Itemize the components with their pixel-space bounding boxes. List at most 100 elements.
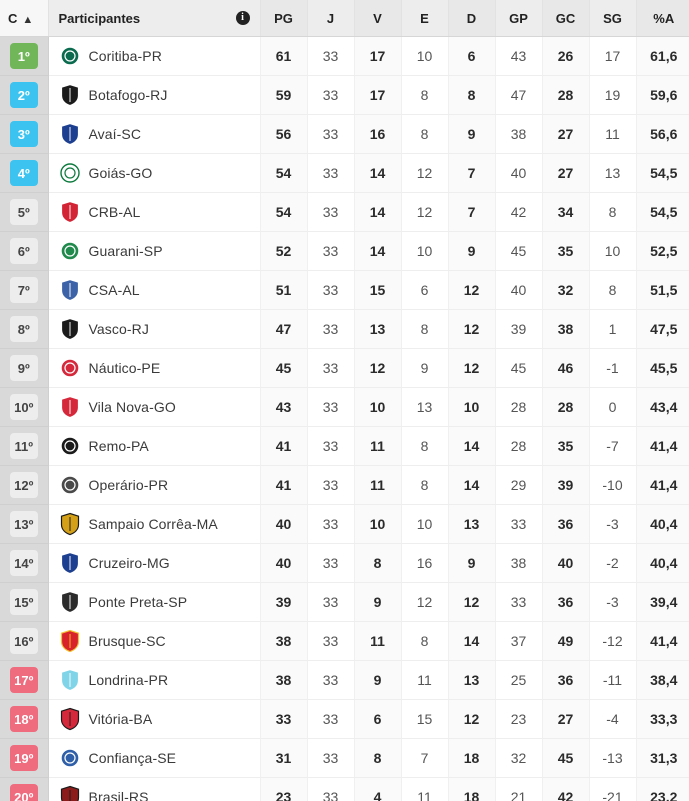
table-row[interactable]: 5º CRB-AL 54 33 14 12 7 42 34 8 54,5 xyxy=(0,192,689,232)
column-header-gc[interactable]: GC xyxy=(542,0,590,37)
table-row[interactable]: 17º Londrina-PR 38 33 9 11 13 25 36 -11 38,4 xyxy=(0,660,689,700)
cell-e: 11 xyxy=(401,660,449,700)
crest-vilanova-icon xyxy=(59,395,81,419)
position-cell: 12º xyxy=(0,465,49,505)
team-cell[interactable]: Vila Nova-GO xyxy=(48,387,261,427)
table-row[interactable]: 14º Cruzeiro-MG 40 33 8 16 9 38 40 -2 40,4 xyxy=(0,543,689,583)
team-cell[interactable]: Sampaio Corrêa-MA xyxy=(48,504,261,544)
position-header-label: C xyxy=(8,10,18,26)
cell-sg: -11 xyxy=(589,660,637,700)
team-cell[interactable]: CRB-AL xyxy=(48,192,261,232)
position-badge: 16º xyxy=(9,628,38,654)
team-cell[interactable]: Coritiba-PR xyxy=(48,36,261,76)
column-header-e[interactable]: E xyxy=(401,0,449,37)
column-header-participants[interactable]: Participantes i xyxy=(48,0,261,37)
team-cell[interactable]: Londrina-PR xyxy=(48,660,261,700)
position-cell: 1º xyxy=(0,36,49,76)
cell-gp: 45 xyxy=(495,231,543,271)
team-cell[interactable]: Brusque-SC xyxy=(48,621,261,661)
table-row[interactable]: 9º Náutico-PE 45 33 12 9 12 45 46 -1 45,5 xyxy=(0,348,689,388)
cell-gp: 47 xyxy=(495,75,543,115)
column-header-j[interactable]: J xyxy=(307,0,355,37)
table-row[interactable]: 4º Goiás-GO 54 33 14 12 7 40 27 13 54,5 xyxy=(0,153,689,193)
cell-gc: 34 xyxy=(542,192,590,232)
cell-gc: 27 xyxy=(542,114,590,154)
sort-ascending-icon[interactable]: ▲ xyxy=(22,13,34,26)
table-row[interactable]: 10º Vila Nova-GO 43 33 10 13 10 28 28 0 43,4 xyxy=(0,387,689,427)
team-name: Cruzeiro-MG xyxy=(88,555,170,571)
team-cell[interactable]: Guarani-SP xyxy=(48,231,261,271)
team-cell[interactable]: Operário-PR xyxy=(48,465,261,505)
cell-j: 33 xyxy=(307,192,355,232)
crest-brusque-icon xyxy=(59,629,81,653)
table-row[interactable]: 12º Operário-PR 41 33 11 8 14 29 39 -10 41,4 xyxy=(0,465,689,505)
team-cell[interactable]: Remo-PA xyxy=(48,426,261,466)
column-header-gp[interactable]: GP xyxy=(495,0,543,37)
cell-gc: 32 xyxy=(542,270,590,310)
crest-vitoria-icon xyxy=(59,707,81,731)
position-badge: 2º xyxy=(9,82,38,108)
table-row[interactable]: 18º Vitória-BA 33 33 6 15 12 23 27 -4 33,3 xyxy=(0,699,689,739)
position-cell: 8º xyxy=(0,309,49,349)
cell-pct: 38,4 xyxy=(636,660,689,700)
cell-v: 11 xyxy=(354,426,402,466)
position-badge: 15º xyxy=(9,589,38,615)
cell-v: 14 xyxy=(354,192,402,232)
cell-gp: 32 xyxy=(495,738,543,778)
position-badge: 12º xyxy=(9,472,38,498)
team-cell[interactable]: Brasil-RS xyxy=(48,777,261,801)
cell-gp: 28 xyxy=(495,387,543,427)
cell-sg: 0 xyxy=(589,387,637,427)
crest-remo-icon xyxy=(59,434,81,458)
table-row[interactable]: 19º Confiança-SE 31 33 8 7 18 32 45 -13 31,3 xyxy=(0,738,689,778)
team-cell[interactable]: Vitória-BA xyxy=(48,699,261,739)
column-header-pg[interactable]: PG xyxy=(260,0,308,37)
team-name: Avaí-SC xyxy=(88,126,142,142)
team-cell[interactable]: CSA-AL xyxy=(48,270,261,310)
team-cell[interactable]: Náutico-PE xyxy=(48,348,261,388)
column-header-position[interactable]: C ▲ xyxy=(0,0,49,37)
team-name: Coritiba-PR xyxy=(88,48,162,64)
table-row[interactable]: 2º Botafogo-RJ 59 33 17 8 8 47 28 19 59,6 xyxy=(0,75,689,115)
cell-d: 18 xyxy=(448,777,496,801)
team-cell[interactable]: Botafogo-RJ xyxy=(48,75,261,115)
cell-e: 9 xyxy=(401,348,449,388)
table-row[interactable]: 16º Brusque-SC 38 33 11 8 14 37 49 -12 41,4 xyxy=(0,621,689,661)
column-header-pct[interactable]: %A xyxy=(636,0,689,37)
table-row[interactable]: 11º Remo-PA 41 33 11 8 14 28 35 -7 41,4 xyxy=(0,426,689,466)
table-row[interactable]: 1º Coritiba-PR 61 33 17 10 6 43 26 17 61,6 xyxy=(0,36,689,76)
cell-pct: 59,6 xyxy=(636,75,689,115)
column-header-sg[interactable]: SG xyxy=(589,0,637,37)
crest-pontepreta-icon xyxy=(59,590,81,614)
team-cell[interactable]: Ponte Preta-SP xyxy=(48,582,261,622)
team-cell[interactable]: Goiás-GO xyxy=(48,153,261,193)
table-row[interactable]: 8º Vasco-RJ 47 33 13 8 12 39 38 1 47,5 xyxy=(0,309,689,349)
position-badge: 9º xyxy=(9,355,38,381)
team-cell[interactable]: Vasco-RJ xyxy=(48,309,261,349)
cell-gc: 36 xyxy=(542,582,590,622)
cell-v: 9 xyxy=(354,582,402,622)
table-row[interactable]: 20º Brasil-RS 23 33 4 11 18 21 42 -21 23,2 xyxy=(0,777,689,801)
table-row[interactable]: 3º Avaí-SC 56 33 16 8 9 38 27 11 56,6 xyxy=(0,114,689,154)
cell-j: 33 xyxy=(307,426,355,466)
column-header-v[interactable]: V xyxy=(354,0,402,37)
cell-pct: 41,4 xyxy=(636,621,689,661)
cell-pg: 41 xyxy=(260,465,308,505)
table-row[interactable]: 13º Sampaio Corrêa-MA 40 33 10 10 13 33 36 -3 40,4 xyxy=(0,504,689,544)
column-header-d[interactable]: D xyxy=(448,0,496,37)
table-row[interactable]: 15º Ponte Preta-SP 39 33 9 12 12 33 36 -3 39,4 xyxy=(0,582,689,622)
cell-j: 33 xyxy=(307,504,355,544)
team-cell[interactable]: Avaí-SC xyxy=(48,114,261,154)
position-cell: 5º xyxy=(0,192,49,232)
cell-e: 12 xyxy=(401,582,449,622)
cell-j: 33 xyxy=(307,153,355,193)
team-cell[interactable]: Confiança-SE xyxy=(48,738,261,778)
table-row[interactable]: 7º CSA-AL 51 33 15 6 12 40 32 8 51,5 xyxy=(0,270,689,310)
cell-gp: 43 xyxy=(495,36,543,76)
info-icon[interactable]: i xyxy=(235,11,250,25)
cell-v: 6 xyxy=(354,699,402,739)
cell-gc: 49 xyxy=(542,621,590,661)
cell-sg: 11 xyxy=(589,114,637,154)
table-row[interactable]: 6º Guarani-SP 52 33 14 10 9 45 35 10 52,5 xyxy=(0,231,689,271)
team-cell[interactable]: Cruzeiro-MG xyxy=(48,543,261,583)
